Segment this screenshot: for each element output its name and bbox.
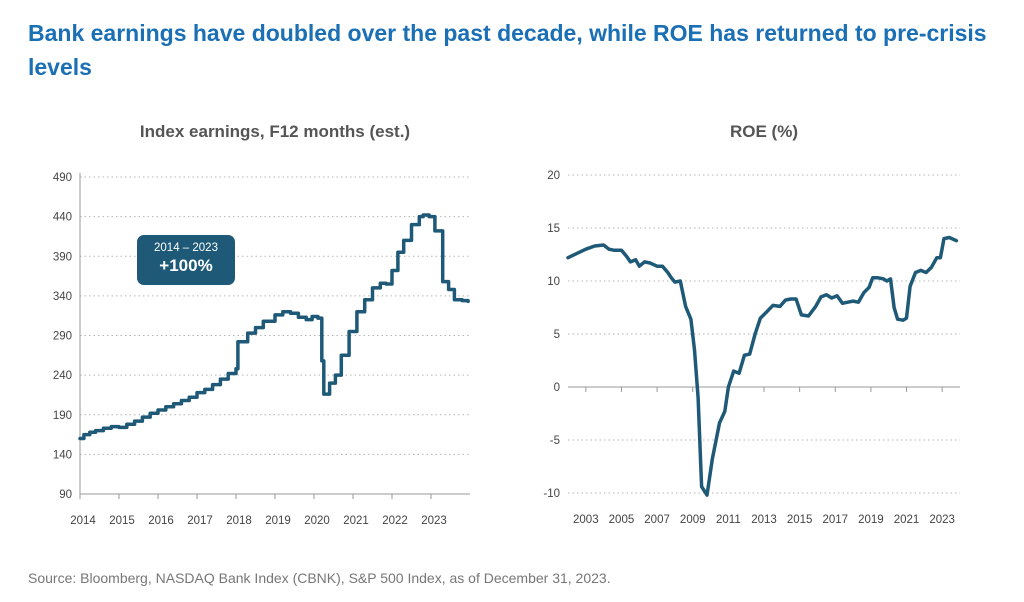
roe-y-tick-label: 20 xyxy=(547,170,560,182)
roe-x-tick-label: 2007 xyxy=(644,514,670,526)
earnings-y-tick-label: 440 xyxy=(53,212,72,224)
roe-y-tick-label: 15 xyxy=(547,223,560,235)
earnings-y-tick-label: 390 xyxy=(53,251,72,263)
growth-badge: 2014 – 2023 +100% xyxy=(137,235,235,285)
earnings-x-tick-label: 2017 xyxy=(187,515,213,527)
roe-x-tick-label: 2021 xyxy=(894,514,920,526)
earnings-chart-title: Index earnings, F12 months (est.) xyxy=(139,122,411,141)
earnings-y-tick-label: 290 xyxy=(53,331,72,343)
roe-x-tick-label: 2019 xyxy=(858,514,884,526)
earnings-series-line xyxy=(78,213,470,441)
roe-x-tick-label: 2017 xyxy=(822,514,848,526)
earnings-x-tick-label: 2023 xyxy=(421,515,447,527)
roe-y-tick-label: -10 xyxy=(543,488,560,500)
roe-x-tick-label: 2023 xyxy=(929,514,955,526)
roe-x-tick-label: 2003 xyxy=(573,514,599,526)
earnings-x-tick-label: 2015 xyxy=(109,515,135,527)
badge-value: +100% xyxy=(159,256,213,275)
source-note: Source: Bloomberg, NASDAQ Bank Index (CB… xyxy=(28,570,611,586)
roe-y-tick-label: 10 xyxy=(547,276,560,288)
roe-y-tick-label: 0 xyxy=(554,382,560,394)
earnings-x-tick-label: 2021 xyxy=(343,515,369,527)
roe-x-tick-label: 2013 xyxy=(751,514,777,526)
earnings-x-tick-label: 2019 xyxy=(265,515,291,527)
earnings-y-tick-label: 90 xyxy=(59,489,72,501)
earnings-x-tick-label: 2014 xyxy=(70,515,96,527)
earnings-y-tick-label: 240 xyxy=(53,370,72,382)
earnings-x-tick-label: 2016 xyxy=(148,515,174,527)
roe-y-tick-label: 5 xyxy=(554,329,560,341)
roe-x-tick-label: 2015 xyxy=(787,514,813,526)
earnings-y-tick-label: 140 xyxy=(53,449,72,461)
roe-series-line xyxy=(566,235,959,497)
earnings-x-tick-label: 2022 xyxy=(382,515,408,527)
roe-x-tick-label: 2009 xyxy=(680,514,706,526)
roe-y-tick-label: -5 xyxy=(550,435,560,447)
roe-chart-title: ROE (%) xyxy=(730,122,798,141)
earnings-x-tick-label: 2018 xyxy=(226,515,252,527)
roe-x-tick-label: 2011 xyxy=(716,514,741,526)
earnings-y-tick-label: 490 xyxy=(53,172,72,184)
roe-x-tick-label: 2005 xyxy=(609,514,635,526)
earnings-y-tick-label: 190 xyxy=(53,410,72,422)
page-title: Bank earnings have doubled over the past… xyxy=(28,20,987,80)
earnings-y-tick-label: 340 xyxy=(53,291,72,303)
earnings-x-tick-label: 2020 xyxy=(304,515,330,527)
badge-period: 2014 – 2023 xyxy=(154,242,218,254)
